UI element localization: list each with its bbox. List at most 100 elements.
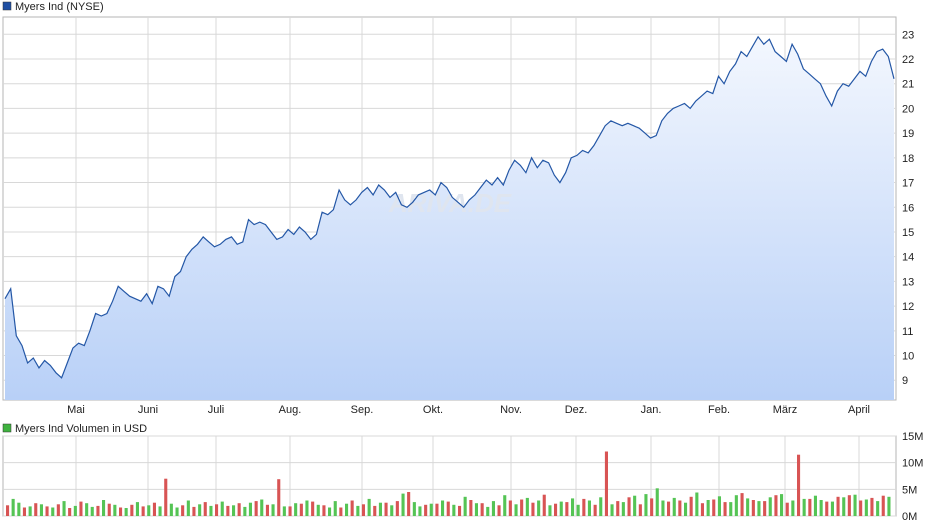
volume-bar-up bbox=[271, 504, 275, 516]
price-y-tick-label: 15 bbox=[902, 227, 914, 239]
volume-bar-down bbox=[881, 495, 885, 516]
volume-bar-up bbox=[90, 506, 94, 516]
volume-bar-up bbox=[887, 496, 891, 516]
price-y-tick-label: 11 bbox=[902, 326, 913, 338]
month-label: Jan. bbox=[641, 404, 662, 416]
month-label: April bbox=[848, 404, 870, 416]
volume-bar-up bbox=[243, 506, 247, 516]
volume-bar-up bbox=[135, 502, 139, 516]
volume-y-tick-label: 5M bbox=[902, 484, 917, 496]
volume-bar-down bbox=[373, 505, 377, 516]
price-y-tick-labels: 9 10 11 12 13 14 15 16 17 18 19 20 21 22 23 bbox=[902, 29, 914, 387]
volume-bar-down bbox=[689, 496, 693, 516]
volume-bar-up bbox=[819, 500, 823, 516]
volume-bar-down bbox=[407, 492, 411, 516]
volume-bar-up bbox=[599, 497, 603, 516]
volume-bar-up bbox=[316, 504, 320, 516]
price-y-tick-label: 23 bbox=[902, 29, 914, 41]
volume-bar-up bbox=[491, 501, 495, 516]
volume-bar-up bbox=[28, 506, 32, 516]
volume-bar-up bbox=[633, 495, 637, 516]
volume-bar-down bbox=[808, 498, 812, 516]
month-label: Juni bbox=[138, 404, 158, 416]
volume-bar-down bbox=[424, 504, 428, 516]
volume-bar-down bbox=[458, 505, 462, 516]
volume-bar-up bbox=[876, 501, 880, 516]
volume-bar-up bbox=[158, 506, 162, 516]
volume-bar-down bbox=[384, 502, 388, 516]
volume-bar-up bbox=[11, 498, 15, 516]
volume-bar-down bbox=[96, 505, 100, 516]
month-label: Sep. bbox=[351, 404, 374, 416]
volume-bar-up bbox=[695, 492, 699, 516]
volume-bar-up bbox=[661, 500, 665, 516]
volume-bar-up bbox=[113, 504, 117, 516]
volume-bar-down bbox=[508, 500, 512, 516]
volume-bar-up bbox=[51, 507, 55, 516]
price-y-tick-label: 13 bbox=[902, 276, 914, 288]
price-y-tick-label: 18 bbox=[902, 153, 914, 165]
volume-bar-down bbox=[339, 507, 343, 516]
volume-bar-up bbox=[124, 508, 128, 516]
volume-bar-up bbox=[644, 494, 648, 516]
volume-bar-up bbox=[729, 502, 733, 516]
volume-bar-down bbox=[277, 479, 281, 516]
volume-bar-up bbox=[655, 488, 659, 516]
volume-bar-up bbox=[367, 498, 371, 516]
volume-bar-down bbox=[604, 451, 608, 516]
price-legend: Myers Ind (NYSE) bbox=[2, 1, 104, 13]
volume-bar-down bbox=[520, 499, 524, 516]
volume-bar-down bbox=[825, 501, 829, 516]
price-y-tick-label: 17 bbox=[902, 178, 914, 190]
volume-legend-label: Myers Ind Volumen in USD bbox=[15, 423, 147, 435]
volume-bar-down bbox=[859, 500, 863, 516]
volume-bar-down bbox=[870, 497, 874, 516]
volume-bar-down bbox=[751, 500, 755, 516]
volume-panel: 0M 5M 10M 15M bbox=[2, 431, 923, 523]
volume-bar-up bbox=[571, 498, 575, 516]
volume-bar-up bbox=[474, 503, 478, 516]
price-y-tick-label: 22 bbox=[902, 54, 914, 66]
volume-bar-down bbox=[650, 498, 654, 516]
volume-bar-up bbox=[864, 499, 868, 516]
month-label: Aug. bbox=[279, 404, 302, 416]
volume-y-tick-label: 15M bbox=[902, 431, 923, 443]
volume-bar-up bbox=[412, 502, 416, 516]
volume-bar-down bbox=[480, 503, 484, 516]
volume-bar-up bbox=[345, 503, 349, 516]
volume-bar-down bbox=[678, 500, 682, 516]
volume-bar-up bbox=[39, 504, 43, 516]
volume-bar-down bbox=[45, 506, 49, 516]
volume-bar-up bbox=[401, 493, 405, 516]
month-label: Nov. bbox=[500, 404, 522, 416]
volume-bar-up bbox=[441, 500, 445, 516]
volume-bar-up bbox=[780, 494, 784, 516]
volume-bar-up bbox=[356, 505, 360, 516]
volume-bar-up bbox=[757, 501, 761, 516]
volume-bar-down bbox=[226, 505, 230, 516]
month-label: Mai bbox=[67, 404, 85, 416]
price-legend-swatch bbox=[2, 1, 12, 11]
volume-bar-up bbox=[672, 497, 676, 516]
volume-bar-up bbox=[169, 503, 173, 516]
month-label: Okt. bbox=[423, 404, 443, 416]
volume-bars bbox=[6, 451, 891, 516]
price-area bbox=[5, 36, 894, 401]
volume-bar-down bbox=[740, 493, 744, 516]
volume-bar-down bbox=[164, 478, 168, 516]
price-y-tick-label: 20 bbox=[902, 103, 914, 115]
volume-bar-up bbox=[514, 504, 518, 516]
volume-bar-up bbox=[463, 496, 467, 516]
volume-bar-down bbox=[554, 503, 558, 516]
volume-bar-down bbox=[265, 504, 269, 516]
volume-bar-up bbox=[260, 499, 264, 516]
volume-bar-up bbox=[830, 501, 834, 516]
price-y-tick-label: 14 bbox=[902, 252, 914, 264]
volume-bar-up bbox=[717, 496, 721, 516]
volume-bar-down bbox=[847, 495, 851, 516]
volume-bar-down bbox=[141, 506, 145, 516]
volume-bar-down bbox=[763, 501, 767, 516]
volume-bar-down bbox=[797, 454, 801, 516]
